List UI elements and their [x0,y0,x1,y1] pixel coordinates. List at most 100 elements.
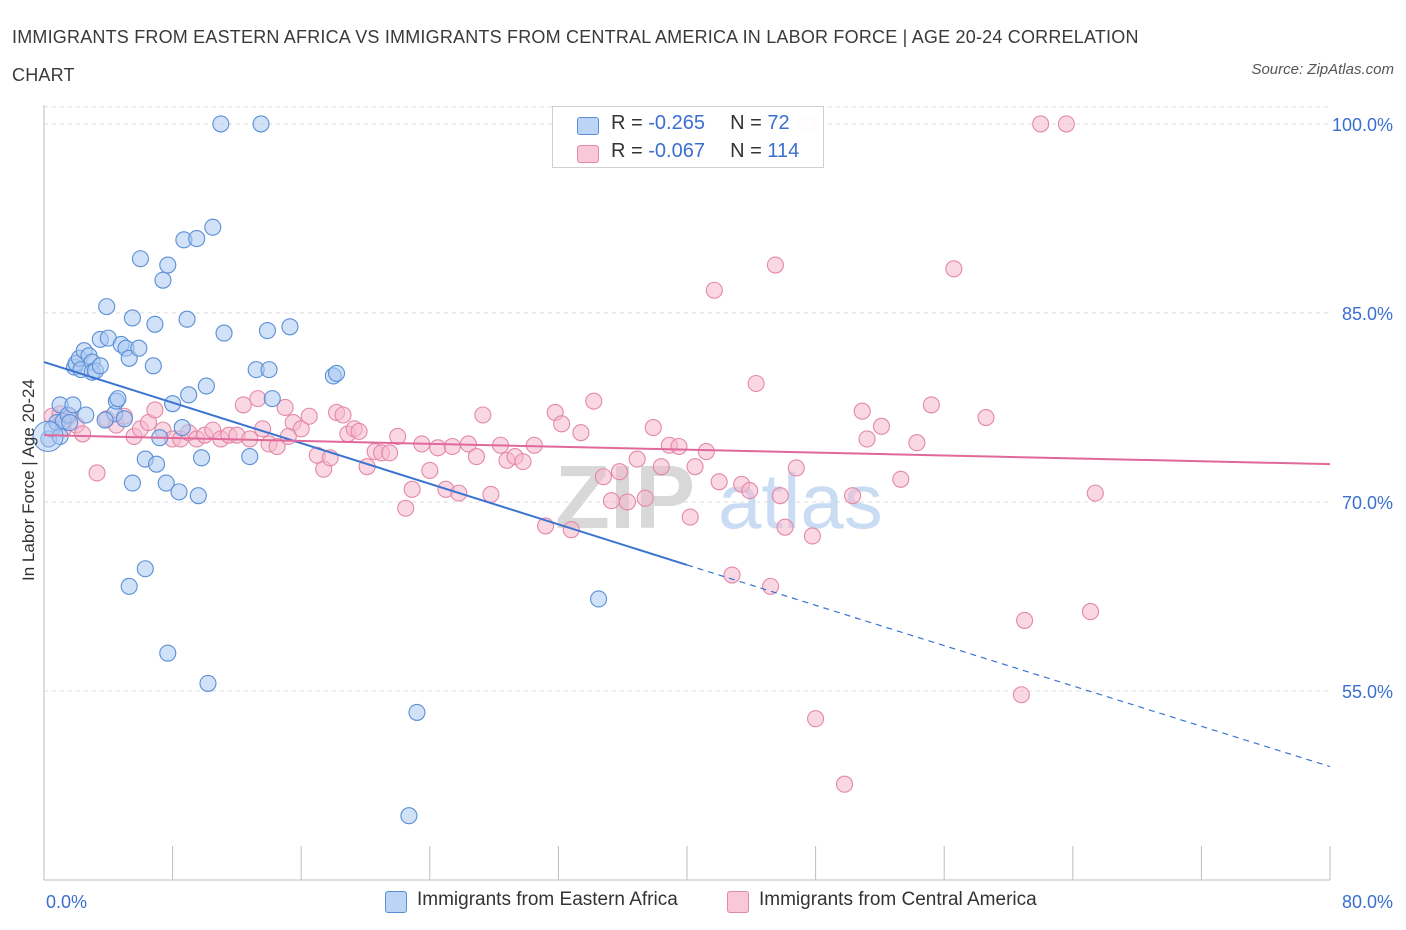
central-america-point [618,493,637,511]
axes [43,105,1331,881]
eastern-africa-point [91,357,109,375]
y-tick-label: 55.0% [1342,682,1393,702]
eastern-africa-points [32,115,608,825]
eastern-africa-point [197,377,215,395]
eastern-africa-point [204,218,222,236]
series-swatch-blue [385,891,407,913]
eastern-africa-point [178,310,196,328]
eastern-africa-point [281,318,299,336]
central-america-point [1016,611,1034,629]
central-america-point [594,468,612,486]
central-america-point [670,437,688,456]
central-america-point [146,401,164,419]
central-america-point [403,480,421,498]
central-america-point [276,398,294,416]
central-america-point [562,521,580,539]
central-america-point [681,508,699,526]
x-tick-label-max: 80.0% [1342,892,1393,912]
central-america-point [1057,115,1075,133]
eastern-africa-point [180,386,198,404]
central-america-point [1032,115,1050,133]
central-america-point [585,392,603,410]
eastern-africa-point [189,487,207,505]
central-america-point [268,437,286,456]
eastern-africa-point [241,448,259,466]
series-name-central-america: Immigrants from Central America [759,889,1037,910]
eastern-africa-point [199,674,217,692]
central-america-point [858,430,876,448]
central-america-trend-line [43,434,1331,466]
eastern-africa-point [77,406,95,424]
tick-labels: 55.0% 70.0% 85.0% 100.0% 0.0% 80.0% [46,115,1393,912]
chart-title: IMMIGRANTS FROM EASTERN AFRICA VS IMMIGR… [12,27,1139,85]
legend-n-label: N = [730,112,762,134]
eastern-africa-point [260,361,278,379]
central-america-point [88,464,106,482]
y-axis-label-wrap: In Labor Force | Age 20-24 [14,330,44,630]
central-america-point [652,458,670,476]
central-america-point [300,407,318,425]
legend-n-label: N = [730,140,762,162]
eastern-africa-point [188,230,206,248]
y-tick-label: 70.0% [1342,493,1393,513]
central-america-point [602,492,620,510]
central-america-point [628,450,646,468]
eastern-africa-point [144,357,162,375]
y-tick-label: 100.0% [1332,115,1393,135]
eastern-africa-point [157,474,175,492]
series-name-eastern-africa: Immigrants from Eastern Africa [417,889,678,910]
central-america-point [381,444,399,462]
eastern-africa-point [109,390,127,408]
central-america-point [776,518,794,536]
eastern-africa-point [590,590,608,608]
eastern-africa-point [252,115,270,133]
y-tick-label: 85.0% [1342,304,1393,324]
central-america-point [710,473,728,491]
central-america-point [572,424,590,442]
eastern-africa-point [154,271,172,289]
central-america-point [389,427,407,445]
source-label: Source: ZipAtlas.com [1251,61,1394,78]
central-america-point [686,458,704,476]
eastern-africa-point [328,364,346,382]
central-america-point [835,775,854,793]
central-america-point [908,434,926,452]
eastern-africa-point [147,455,166,473]
eastern-africa-point [115,410,133,428]
eastern-africa-point [159,256,177,274]
central-america-point [234,396,252,414]
eastern-africa-point [123,309,141,327]
y-axis-label: In Labor Force | Age 20-24 [19,379,38,581]
x-tick-label-min: 0.0% [46,892,87,912]
central-america-point [977,408,995,427]
central-america-point [892,470,910,488]
central-america-point [443,437,461,456]
central-america-point [350,422,368,440]
legend-swatch-pink [577,145,599,163]
central-america-point [766,256,784,274]
series-swatch-pink [727,891,749,913]
central-america-point [249,390,267,408]
central-america-point [553,415,571,433]
central-america-point [1012,686,1030,704]
legend-r-label: R = [611,140,643,162]
central-america-point [467,448,485,466]
central-america-point [397,499,415,517]
central-america-point [872,417,891,435]
eastern-africa-point [120,577,138,595]
central-america-point [482,485,500,503]
eastern-africa-point [173,419,191,437]
central-america-point [723,566,741,584]
central-america-point [474,406,492,424]
legend-r-value: -0.265 [648,112,705,134]
trend-lines [43,361,1331,768]
central-america-point [844,487,862,505]
gridlines [44,106,1330,692]
central-america-point [853,402,871,420]
central-america-point [292,420,310,438]
central-america-point [334,406,352,424]
central-america-point [787,459,805,477]
central-america-point [762,577,780,595]
eastern-africa-point [96,411,114,429]
